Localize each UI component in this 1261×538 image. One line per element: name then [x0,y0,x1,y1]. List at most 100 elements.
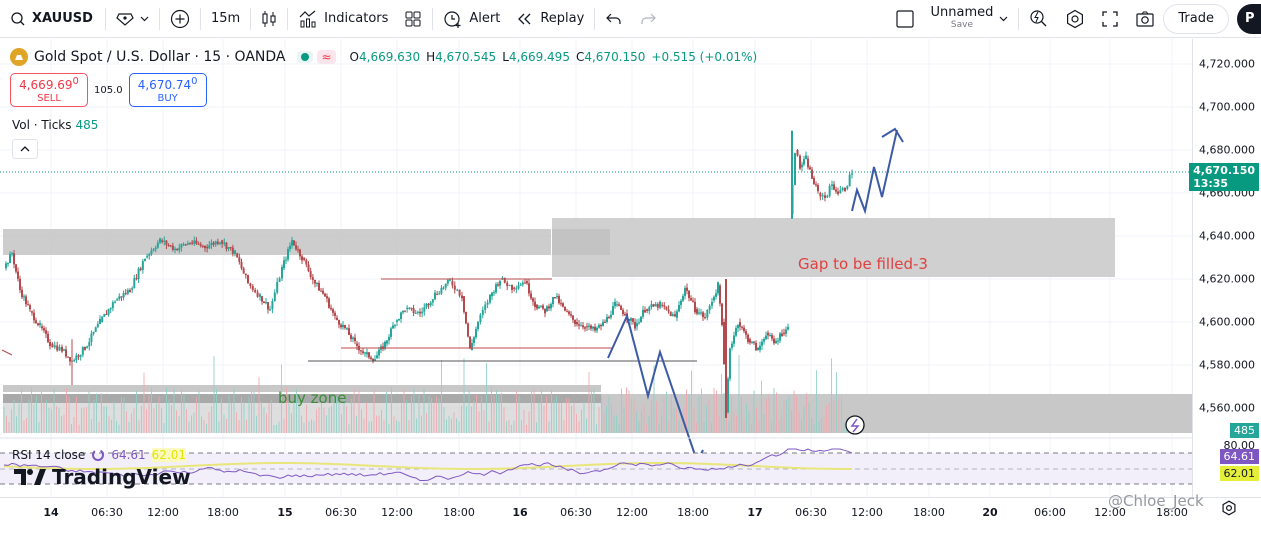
candle-body [568,311,570,315]
candle-body [479,314,482,322]
layout-name-button[interactable]: Unnamed Save [923,4,1017,34]
candle-body [122,293,125,298]
candle-body [178,247,181,251]
candle-body [425,303,428,308]
alert-button[interactable]: Alert [435,4,508,34]
candle-body [684,287,686,296]
divider [287,7,289,30]
candle-body [364,352,366,354]
candle-body [646,309,649,312]
candle-body [665,306,668,310]
candle-body [116,299,119,301]
time-axis[interactable]: 14 06:30 12:00 18:00 15 06:30 12:00 18:00 16 06:3… [0,497,1261,527]
candle-body [582,325,584,328]
rsi-badge: 64.61 [1219,449,1259,464]
layouts-button[interactable] [396,4,430,34]
candle-body [406,307,409,310]
candle-body [767,332,769,336]
time-axis-label: 18:00 [677,506,709,519]
candle-body [508,285,511,287]
price-scale[interactable]: 4,720.000 4,700.000 4,680.000 4,660.000 4,64… [1189,39,1261,497]
watchlist-flag-button[interactable] [108,4,157,34]
tradingview-logo[interactable]: TradingView [14,465,191,489]
indicators-button[interactable]: Indicators [290,4,396,34]
buy-button[interactable]: 4,670.740 BUY [128,73,207,107]
candle-body [247,275,249,284]
candle-body [348,328,350,335]
candle-body [372,358,374,361]
chart-type-button[interactable] [253,4,285,34]
candle-body [165,240,168,245]
candle-body [648,307,651,312]
interval-button[interactable]: 15m [203,4,248,34]
candle-body [223,242,226,244]
volume-legend[interactable]: Vol · Ticks 485 [12,118,98,132]
replay-button[interactable]: Replay [508,4,592,34]
candle-body [592,326,594,329]
price-chart-canvas[interactable] [0,39,1192,497]
symbol-search[interactable]: XAUUSD [0,4,103,34]
candle-body [600,325,602,327]
compare-symbol-button[interactable] [162,4,198,34]
multi-chart-button[interactable] [887,4,923,34]
undo-button[interactable] [597,4,631,34]
candle-body [799,155,801,169]
candle-body [31,311,33,313]
candle-body [287,249,289,260]
candle-body [671,314,674,317]
lightning-icon [845,415,865,435]
candle-body [174,248,176,250]
rsi-legend[interactable]: RSI 14 close 64.61 62.01 [12,448,187,462]
candle-body [506,282,509,287]
candle-body [105,314,108,316]
candle-body [77,355,80,357]
candle-body [195,240,198,244]
camera-icon [1135,10,1155,28]
candle-body [109,308,112,310]
candle-body [807,158,809,168]
candle-body [461,295,463,299]
candle-body [242,268,245,274]
time-axis-label: 12:00 [381,506,413,519]
candle-body [442,287,445,289]
chart-settings-button[interactable] [1221,500,1237,516]
candle-body [360,350,362,352]
candle-body [781,333,783,336]
snapshot-button[interactable] [1127,4,1163,34]
redo-button[interactable] [631,4,665,34]
gap-annotation-text[interactable]: Gap to be filled-3 [798,255,928,273]
candle-body [785,329,787,334]
candle-body [717,282,719,294]
candle-body [171,245,174,250]
candle-body [278,278,281,282]
candle-body [471,342,473,350]
candle-body [135,278,138,280]
candle-body [688,290,690,299]
trade-button[interactable]: Trade [1163,3,1229,34]
sell-button[interactable]: 4,669.690 SELL [10,73,88,107]
quick-search-button[interactable] [1021,4,1057,34]
settings-button[interactable] [1057,4,1093,34]
chart-pane[interactable] [0,39,1192,497]
candle-body [453,285,456,290]
candle-body [120,296,123,298]
candle-body [612,306,614,315]
buy-zone-annotation-text[interactable]: buy zone [278,389,347,407]
publish-button[interactable]: P [1237,3,1261,34]
candle-body [299,249,301,257]
candle-body [362,351,364,353]
collapse-legend-button[interactable] [12,139,38,159]
candle-body [540,305,542,307]
high-label: H [426,50,436,64]
volume-label: Vol · Ticks [12,118,72,132]
candle-body [5,263,7,269]
market-status[interactable]: ≈ [297,50,336,64]
candle-body [86,346,89,348]
symbol-title[interactable]: Gold Spot / U.S. Dollar · 15 · OANDA [34,49,286,65]
candle-body [654,304,657,307]
candle-body [67,356,69,358]
candle-body [273,292,276,301]
fullscreen-button[interactable] [1093,4,1127,34]
candle-body [449,279,451,281]
buy-zone-rectangle [3,394,601,403]
